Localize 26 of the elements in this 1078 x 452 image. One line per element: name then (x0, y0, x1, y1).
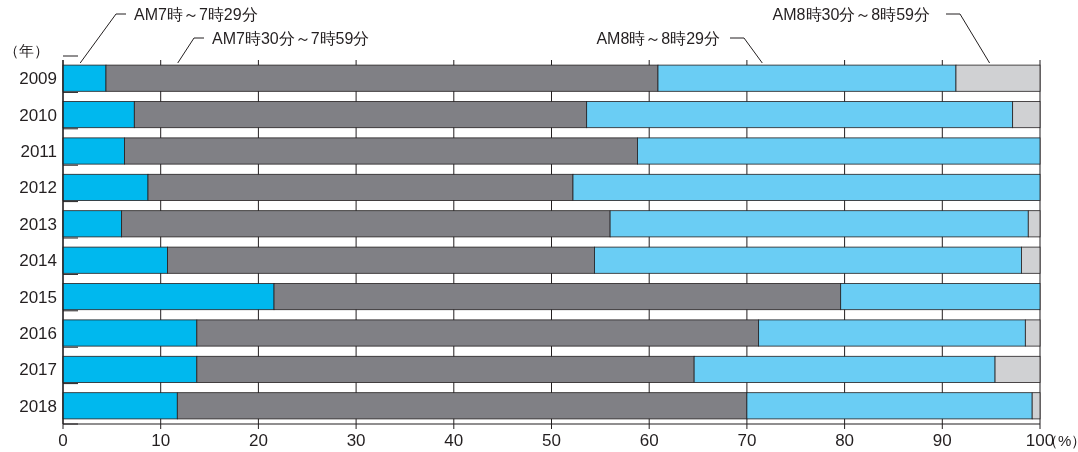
y-tick-label: 2018 (19, 396, 57, 416)
x-tick-label: 50 (542, 431, 561, 450)
series-label: AM8時～8時29分 (596, 30, 720, 47)
x-tick-label: 0 (58, 431, 68, 450)
x-tick-label: 40 (444, 431, 464, 450)
x-tick-label: 10 (151, 431, 171, 450)
x-tick-label: 90 (932, 431, 952, 450)
x-tick-label: 30 (346, 431, 366, 450)
text: AM8時30分～8時59分 (772, 6, 930, 23)
y-tick-label: 2014 (19, 251, 57, 271)
y-tick-label: 2010 (19, 105, 57, 125)
y-axis-title: （年） (4, 42, 49, 59)
y-tick-label: 2012 (19, 178, 57, 198)
x-tick-label: 20 (248, 431, 268, 450)
x-tick-label: 80 (835, 431, 855, 450)
y-tick-label: 2017 (19, 360, 57, 380)
x-tick-label: 60 (639, 431, 659, 450)
text: AM7時～7時29分 (134, 6, 258, 23)
y-tick-label: 2015 (19, 287, 57, 307)
y-tick-label: 2011 (20, 142, 57, 161)
x-tick-label: 70 (737, 431, 757, 450)
y-tick-label: 2013 (19, 214, 57, 234)
y-tick-label: 2016 (19, 324, 57, 343)
y-tick-label: 2009 (19, 69, 57, 89)
series-label: AM7時30分～7時59分 (212, 30, 370, 47)
x-tick-label: 100 (1025, 431, 1055, 450)
